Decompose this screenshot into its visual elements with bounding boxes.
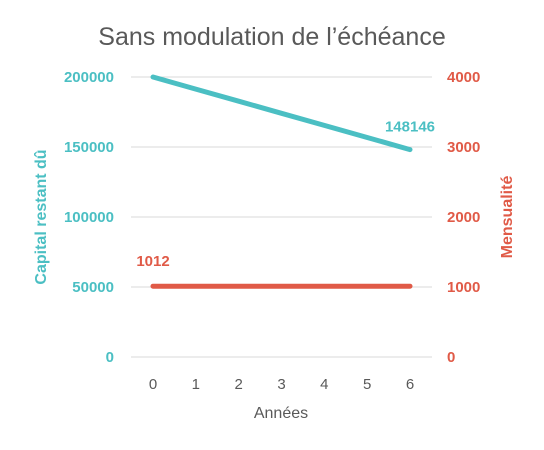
x-tick-label: 0 xyxy=(149,376,157,393)
data-label: 1012 xyxy=(136,253,169,270)
left-axis-title: Capital restant dû xyxy=(33,149,50,284)
left-tick-label: 200000 xyxy=(64,69,114,86)
series-line-capital xyxy=(150,74,413,153)
left-axis-ticks: 0 50000 100000 150000 200000 xyxy=(64,69,114,366)
right-tick-label: 4000 xyxy=(447,69,480,86)
x-tick-label: 3 xyxy=(277,376,285,393)
x-tick-label: 2 xyxy=(234,376,242,393)
right-axis-ticks: 0 1000 2000 3000 4000 xyxy=(447,69,480,366)
right-axis-title: Mensualité xyxy=(499,176,516,259)
right-tick-label: 2000 xyxy=(447,209,480,226)
right-tick-label: 3000 xyxy=(447,139,480,156)
x-axis-ticks: 0 1 2 3 4 5 6 xyxy=(149,376,414,393)
x-axis-title: Années xyxy=(254,405,308,422)
data-label: 148146 xyxy=(385,119,435,136)
x-tick-label: 1 xyxy=(192,376,200,393)
right-tick-label: 0 xyxy=(447,349,455,366)
x-tick-label: 4 xyxy=(320,376,328,393)
left-tick-label: 100000 xyxy=(64,209,114,226)
left-tick-label: 50000 xyxy=(72,279,114,296)
data-labels: 148146 1012 xyxy=(136,119,435,271)
series xyxy=(150,74,413,289)
chart-title: Sans modulation de l’échéance xyxy=(98,23,445,51)
left-tick-label: 150000 xyxy=(64,139,114,156)
x-tick-label: 5 xyxy=(363,376,371,393)
x-tick-label: 6 xyxy=(406,376,414,393)
right-tick-label: 1000 xyxy=(447,279,480,296)
left-tick-label: 0 xyxy=(106,349,114,366)
